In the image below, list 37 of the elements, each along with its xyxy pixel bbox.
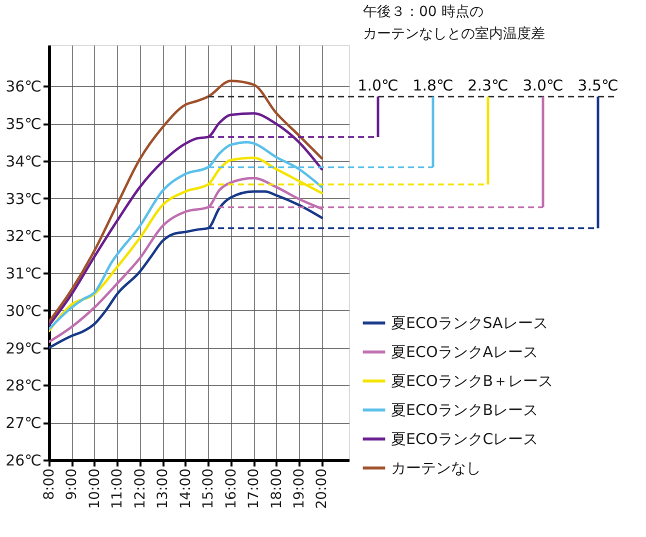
y-tick-label: 26℃ [6,452,42,470]
legend-label: カーテンなし [391,459,481,477]
ref-line-label: 3.5℃ [578,76,618,95]
x-tick-label: 17:00 [246,468,262,509]
x-tick-label: 15:00 [200,468,217,509]
x-tick-label: 13:00 [155,468,172,509]
y-tick-label: 29℃ [6,339,42,358]
x-tick-label: 8:00 [42,468,58,500]
x-tick-label: 18:00 [268,468,285,509]
legend-label: 夏ECOランクB＋レース [391,372,554,390]
y-tick-label: 27℃ [6,414,42,432]
x-tick-label: 11:00 [110,468,126,509]
y-tick-label: 30℃ [6,302,42,320]
x-tick-label: 10:00 [86,468,103,509]
legend-label: 夏ECOランクCレース [391,430,538,448]
ref-line-label: 3.0℃ [522,76,564,95]
y-tick-label: 32℃ [6,227,42,246]
legend-label: 夏ECOランクBレース [391,401,538,419]
legend-label: 夏ECOランクAレース [391,343,538,361]
y-tick-label: 35℃ [6,115,42,134]
ref-line-label: 1.0℃ [358,76,398,95]
ref-line-label: 2.3℃ [468,76,508,95]
y-tick-label: 33℃ [6,190,42,208]
x-tick-label: 12:00 [132,468,148,509]
legend-label: 夏ECOランクSAレース [391,314,548,332]
text: 午後３：00 時点の [363,4,484,20]
x-tick-label: 14:00 [178,468,194,509]
x-tick-label: 19:00 [292,468,308,509]
y-tick-label: 36℃ [6,78,42,96]
x-tick-label: 20:00 [314,468,330,509]
x-tick-label: 9:00 [64,468,80,500]
y-tick-label: 34℃ [6,152,42,170]
text: カーテンなしとの室内温度差 [363,26,545,42]
ref-line-label: 1.8℃ [412,76,454,95]
y-tick-label: 28℃ [6,376,42,395]
x-tick-label: 16:00 [223,468,240,509]
y-tick-label: 31℃ [6,264,42,283]
